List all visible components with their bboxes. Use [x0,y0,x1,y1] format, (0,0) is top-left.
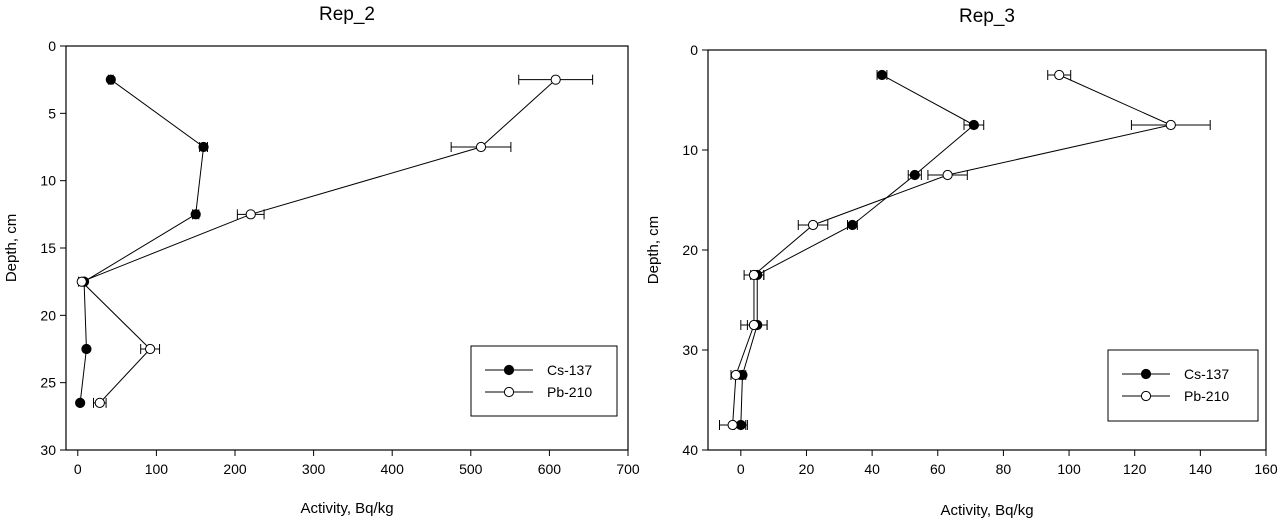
data-point-cs-137 [847,219,858,231]
data-point-pb-210 [94,397,105,408]
data-point-pb-210 [727,419,738,431]
y-tick-label: 30 [682,342,698,358]
data-point-pb-210 [807,219,819,231]
legend-marker-cs-137 [1140,368,1152,380]
x-tick-label: 140 [1189,461,1213,477]
legend-box [1107,349,1259,422]
legend-marker-cs-137 [503,364,515,376]
x-tick-label: 0 [74,461,82,477]
data-point-cs-137 [968,119,979,131]
series-line-pb-210 [80,79,557,404]
y-tick-label: 20 [40,307,56,323]
data-point-pb-210 [748,269,760,281]
x-tick-label: 700 [616,461,640,477]
x-tick-label: 80 [996,461,1012,477]
data-point-pb-210 [475,141,487,153]
x-tick-label: 500 [459,461,483,477]
chart-panel-2: Rep_3 0 20 40 60 80 100 120 140 160 0 10 20 30 40 Activ… [645,6,1278,519]
x-tick-label: 120 [1123,461,1147,477]
y-tick-label: 10 [682,142,698,158]
series-line-cs-137 [79,79,205,403]
legend-label-cs-137: Cs-137 [547,362,592,378]
data-point-pb-210 [245,209,256,220]
data-point-pb-210 [1054,69,1065,81]
data-point-pb-210 [1165,119,1176,131]
data-point-pb-210 [76,276,87,287]
x-tick-label: 400 [381,461,405,477]
y-tick-label: 0 [48,38,56,54]
series-line-cs-137 [740,74,975,426]
data-point-cs-137 [198,141,209,153]
data-point-cs-137 [75,397,86,408]
x-tick-label: 0 [737,461,745,477]
y-tick-label: 0 [690,42,698,58]
data-point-pb-210 [145,343,156,355]
x-tick-label: 60 [930,461,946,477]
data-point-cs-137 [81,343,92,355]
y-tick-label: 10 [40,173,56,189]
x-axis-label: Activity, Bq/kg [940,502,1033,519]
x-tick-label: 40 [864,461,880,477]
x-tick-label: 200 [223,461,247,477]
data-point-pb-210 [730,369,742,381]
chart-title: Rep_2 [319,4,375,25]
y-axis-label: Depth, cm [645,216,662,284]
legend-label-pb-210: Pb-210 [1184,388,1229,404]
data-point-pb-210 [748,319,760,331]
data-point-cs-137 [105,74,116,85]
x-tick-label: 100 [145,461,169,477]
legend-marker-pb-210 [503,386,515,398]
y-tick-label: 15 [40,240,56,256]
y-tick-label: 40 [682,442,698,458]
chart-panel-1: Rep_2 0 100 200 300 400 500 600 700 0 5 10 15 20 25 30 A… [3,4,640,517]
data-point-cs-137 [190,209,201,220]
legend-box [470,345,618,417]
x-tick-label: 100 [1057,461,1081,477]
series-line-pb-210 [732,74,1173,426]
x-tick-label: 20 [799,461,815,477]
data-point-pb-210 [550,74,561,85]
y-tick-label: 20 [682,242,698,258]
legend-label-pb-210: Pb-210 [547,384,592,400]
data-point-pb-210 [942,169,953,181]
x-axis-label: Activity, Bq/kg [300,500,393,517]
x-tick-label: 300 [302,461,326,477]
x-tick-label: 160 [1254,461,1278,477]
chart-title: Rep_3 [959,6,1015,27]
data-point-cs-137 [876,69,888,81]
y-tick-label: 30 [40,442,56,458]
data-point-cs-137 [909,169,920,181]
x-tick-label: 600 [538,461,562,477]
y-tick-label: 25 [40,375,56,391]
legend-label-cs-137: Cs-137 [1184,366,1229,382]
legend-marker-pb-210 [1140,390,1152,402]
y-axis-label: Depth, cm [3,214,20,282]
y-tick-label: 5 [48,105,56,121]
